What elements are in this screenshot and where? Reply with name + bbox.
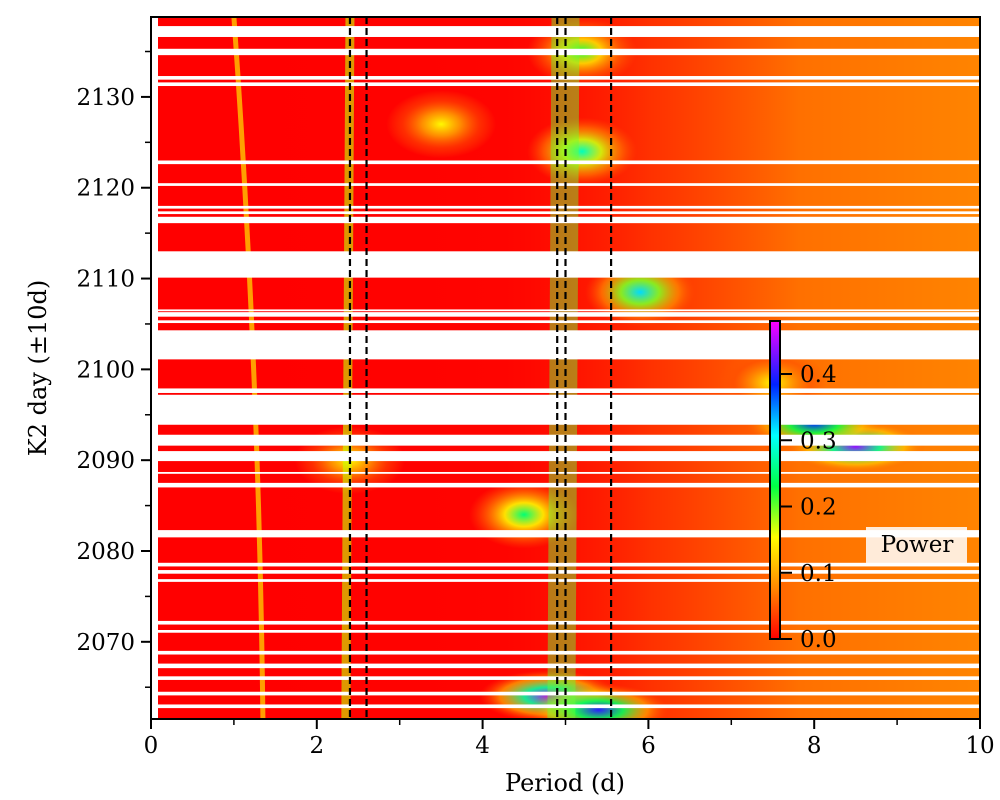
y-axis: 2070 2080 2090 2100 2110 2120 2130 <box>76 50 151 688</box>
x-tick-label: 4 <box>475 733 490 759</box>
colorbar-tick-label: 0.1 <box>800 561 837 587</box>
x-tick-label: 6 <box>641 733 656 759</box>
colorbar-gradient <box>769 320 781 640</box>
data-gap <box>151 663 980 669</box>
colorbar-tick-label: 0.3 <box>800 428 837 454</box>
y-tick-label: 2070 <box>76 630 135 656</box>
x-tick-label: 10 <box>965 733 994 759</box>
data-gap <box>151 309 980 312</box>
data-gap <box>151 394 980 425</box>
colorbar-tick-label: 0.2 <box>800 495 837 521</box>
x-axis: 0 2 4 6 8 10 <box>144 719 995 759</box>
power-hotspot <box>527 117 638 186</box>
power-hotspot <box>386 90 497 159</box>
colorbar-tick-label: 0.0 <box>800 627 837 653</box>
data-gap <box>151 562 980 567</box>
data-gap <box>151 320 980 324</box>
y-tick-label: 2110 <box>76 267 135 293</box>
y-axis-title: K2 day (±10d) <box>24 280 52 456</box>
y-tick-label: 2080 <box>76 539 135 565</box>
data-gap <box>151 388 980 393</box>
y-tick-label: 2100 <box>76 357 135 383</box>
data-gap <box>151 530 980 538</box>
colorbar-title-backdrop <box>866 527 967 564</box>
data-gap <box>151 330 980 360</box>
colorbar-ticks: 0.0 0.1 0.2 0.3 0.4 <box>780 362 837 653</box>
x-tick-label: 2 <box>309 733 324 759</box>
data-gap <box>151 630 980 633</box>
power-ridge <box>231 17 266 719</box>
colorbar-tick-label: 0.4 <box>800 362 837 388</box>
x-axis-title: Period (d) <box>505 769 625 797</box>
data-gap <box>151 451 980 462</box>
y-tick-label: 2130 <box>76 85 135 111</box>
reference-period-lines <box>348 17 613 719</box>
colorbar: 0.0 0.1 0.2 0.3 0.4 Power <box>769 320 967 653</box>
data-gap <box>151 211 980 215</box>
data-gap <box>151 650 980 655</box>
y-tick-label: 2090 <box>76 448 135 474</box>
data-gap <box>151 704 980 709</box>
x-tick-label: 0 <box>144 733 159 759</box>
y-tick-label: 2120 <box>76 176 135 202</box>
x-tick-label: 8 <box>807 733 822 759</box>
colorbar-title: Power <box>881 532 954 558</box>
